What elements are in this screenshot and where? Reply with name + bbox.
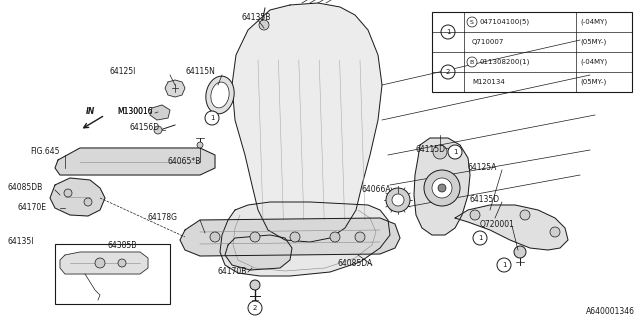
Circle shape xyxy=(470,210,480,220)
Text: 64115D: 64115D xyxy=(416,146,446,155)
Text: 1: 1 xyxy=(452,149,457,155)
Text: 64135B: 64135B xyxy=(242,13,271,22)
Circle shape xyxy=(259,20,269,30)
Polygon shape xyxy=(225,235,292,270)
Circle shape xyxy=(197,142,203,148)
Text: 64065*B: 64065*B xyxy=(168,157,202,166)
Text: 64115N: 64115N xyxy=(186,68,216,76)
Circle shape xyxy=(467,17,477,27)
Text: M120134: M120134 xyxy=(472,79,505,85)
Circle shape xyxy=(84,198,92,206)
Circle shape xyxy=(448,145,462,159)
Ellipse shape xyxy=(206,76,234,114)
Polygon shape xyxy=(180,218,400,256)
Text: M130016: M130016 xyxy=(117,108,152,116)
Polygon shape xyxy=(165,80,185,97)
Circle shape xyxy=(392,194,404,206)
Text: Q720001: Q720001 xyxy=(480,220,515,228)
Circle shape xyxy=(520,210,530,220)
Circle shape xyxy=(355,232,365,242)
Text: 64156D: 64156D xyxy=(130,124,160,132)
Circle shape xyxy=(290,232,300,242)
Polygon shape xyxy=(414,138,470,235)
Polygon shape xyxy=(60,252,148,274)
Text: 64385B: 64385B xyxy=(108,242,138,251)
Polygon shape xyxy=(232,3,382,242)
Text: 64125I: 64125I xyxy=(110,68,136,76)
Circle shape xyxy=(497,258,511,272)
Text: 1: 1 xyxy=(445,29,451,35)
Text: B: B xyxy=(470,60,474,65)
Polygon shape xyxy=(150,105,170,120)
Text: 64170E: 64170E xyxy=(18,204,47,212)
Text: M130016: M130016 xyxy=(117,108,152,116)
Circle shape xyxy=(514,246,526,258)
Polygon shape xyxy=(55,148,215,175)
Text: 1: 1 xyxy=(502,262,506,268)
Ellipse shape xyxy=(211,82,229,108)
Bar xyxy=(55,244,170,304)
Text: 64135D: 64135D xyxy=(470,196,500,204)
Text: 011308200(1): 011308200(1) xyxy=(479,59,529,65)
Text: (-04MY): (-04MY) xyxy=(580,59,607,65)
Text: 64085DB: 64085DB xyxy=(8,183,44,193)
Circle shape xyxy=(473,231,487,245)
Text: 64178G: 64178G xyxy=(148,213,178,222)
Text: 1: 1 xyxy=(210,115,214,121)
Text: 64066A: 64066A xyxy=(362,186,392,195)
Circle shape xyxy=(118,259,126,267)
Text: A640001346: A640001346 xyxy=(586,307,635,316)
Text: (05MY-): (05MY-) xyxy=(580,39,606,45)
Circle shape xyxy=(154,126,162,134)
Text: 64125A: 64125A xyxy=(468,164,497,172)
Circle shape xyxy=(433,145,447,159)
Bar xyxy=(432,12,632,92)
Circle shape xyxy=(467,57,477,67)
Circle shape xyxy=(205,111,219,125)
Text: S: S xyxy=(470,20,474,25)
Circle shape xyxy=(438,184,446,192)
Circle shape xyxy=(424,170,460,206)
Circle shape xyxy=(250,232,260,242)
Polygon shape xyxy=(220,202,390,276)
Text: 64135I: 64135I xyxy=(8,237,35,246)
Text: 64170B: 64170B xyxy=(218,268,248,276)
Circle shape xyxy=(95,258,105,268)
Text: 047104100(5): 047104100(5) xyxy=(479,19,529,25)
Polygon shape xyxy=(455,205,568,250)
Circle shape xyxy=(250,280,260,290)
Text: IN: IN xyxy=(85,108,95,116)
Circle shape xyxy=(210,232,220,242)
Circle shape xyxy=(550,227,560,237)
Circle shape xyxy=(64,189,72,197)
Text: Q710007: Q710007 xyxy=(472,39,504,45)
Text: FIG.645: FIG.645 xyxy=(30,148,60,156)
Text: (05MY-): (05MY-) xyxy=(580,79,606,85)
Text: 64085DA: 64085DA xyxy=(338,260,373,268)
Text: 2: 2 xyxy=(253,305,257,311)
Circle shape xyxy=(432,178,452,198)
Polygon shape xyxy=(50,178,105,216)
Circle shape xyxy=(386,188,410,212)
Circle shape xyxy=(248,301,262,315)
Circle shape xyxy=(441,65,455,79)
Text: 1: 1 xyxy=(477,235,483,241)
Circle shape xyxy=(330,232,340,242)
Text: 2: 2 xyxy=(446,69,450,75)
Circle shape xyxy=(441,25,455,39)
Text: (-04MY): (-04MY) xyxy=(580,19,607,25)
